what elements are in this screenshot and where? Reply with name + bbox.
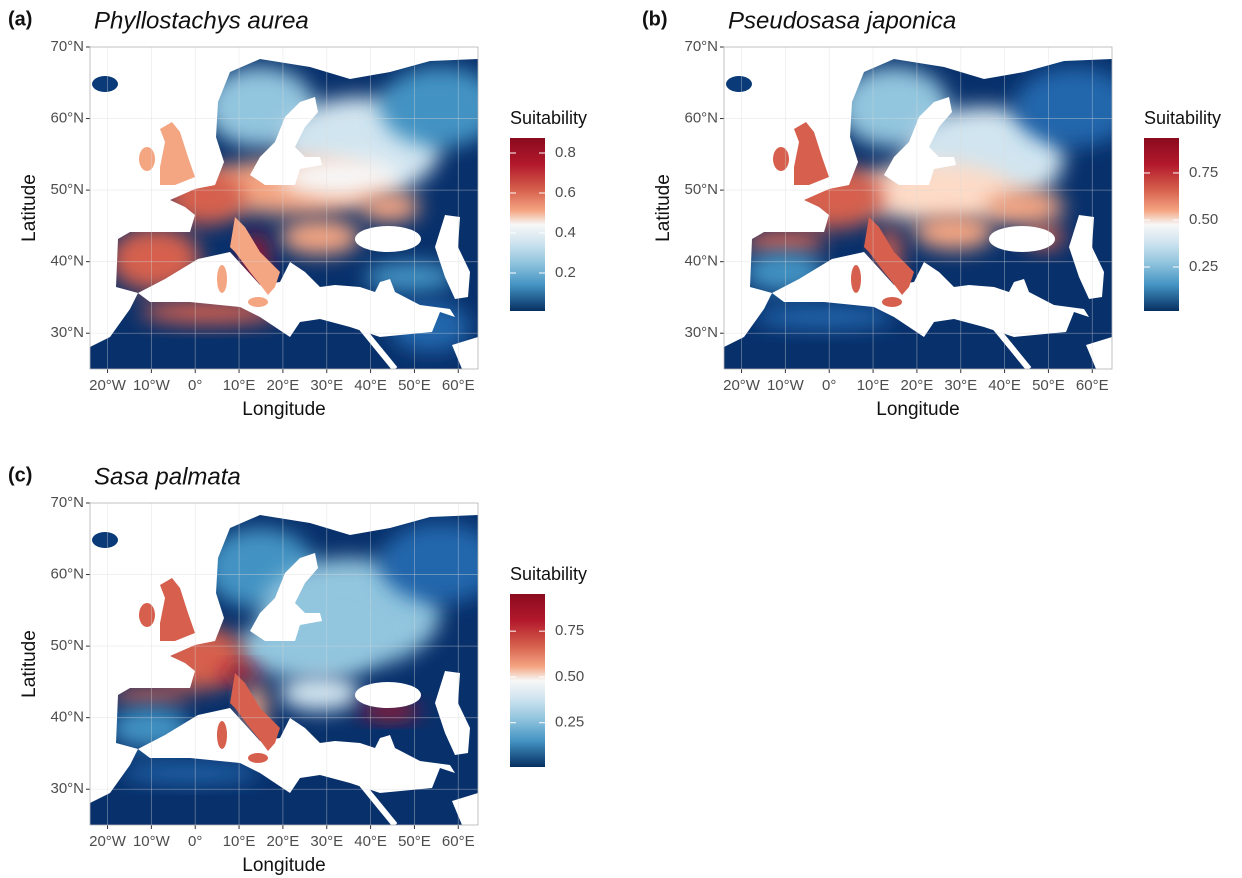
suitability-area (914, 214, 994, 250)
panel-title: Pseudosasa japonica (728, 7, 956, 34)
x-tick-label: 60°E (1076, 377, 1109, 394)
y-axis-title: Latitude (19, 174, 40, 242)
x-tick-label: 30°E (310, 377, 343, 394)
y-tick-label: 70°N (50, 38, 84, 55)
legend-tick-label: 0.75 (1189, 164, 1218, 181)
x-tick-label: 20°E (267, 377, 300, 394)
panel: (b) Pseudosasa japonica 20°W 10°W 0° 10°E 20°E… (642, 7, 1221, 420)
legend-colorbar (1144, 138, 1179, 311)
y-axis-title: Latitude (19, 630, 40, 698)
legend-colorbar (510, 138, 545, 311)
legend-tick-label: 0.8 (555, 144, 576, 161)
x-tick-label: 50°E (398, 377, 431, 394)
y-tick-label: 40°N (684, 253, 718, 270)
figure: (a) Phyllostachys aurea 20°W 10°W 0° 10°E 20°E… (0, 0, 1242, 878)
legend-title: Suitability (510, 108, 587, 128)
legend-tick-label: 0.50 (1189, 211, 1218, 228)
suitability-area (280, 219, 360, 255)
legend-tick-label: 0.25 (1189, 258, 1218, 275)
x-tick-label: 20°W (89, 833, 127, 850)
y-tick-label: 30°N (50, 780, 84, 797)
x-tick-label: 20°E (267, 833, 300, 850)
x-tick-label: 10°E (223, 833, 256, 850)
y-tick-label: 70°N (684, 38, 718, 55)
x-tick-label: 50°E (398, 833, 431, 850)
x-tick-label: 30°E (944, 377, 977, 394)
x-tick-label: 40°E (354, 833, 387, 850)
suitability-area (380, 523, 500, 603)
x-tick-label: 0° (822, 377, 836, 394)
panel-label: (a) (8, 8, 32, 30)
suitability-area (1014, 67, 1134, 147)
y-tick-label: 40°N (50, 709, 84, 726)
suitability-area (380, 67, 500, 147)
y-tick-label: 30°N (50, 324, 84, 341)
legend-tick-label: 0.25 (555, 714, 584, 731)
y-tick-label: 40°N (50, 253, 84, 270)
legend-tick-label: 0.4 (555, 224, 576, 241)
x-axis-title: Longitude (876, 399, 959, 420)
panel-label: (c) (8, 464, 32, 486)
suitability-area (984, 189, 1064, 225)
legend-tick-label: 0.6 (555, 184, 576, 201)
x-tick-label: 40°E (988, 377, 1021, 394)
y-tick-label: 60°N (684, 110, 718, 127)
x-tick-label: 60°E (442, 833, 475, 850)
panel-title: Sasa palmata (94, 463, 241, 490)
y-axis-title: Latitude (653, 174, 674, 242)
panel-label: (b) (642, 8, 668, 30)
x-tick-label: 20°E (901, 377, 934, 394)
x-axis-title: Longitude (242, 399, 325, 420)
y-tick-label: 60°N (50, 566, 84, 583)
y-tick-label: 50°N (50, 181, 84, 198)
x-tick-label: 10°W (767, 377, 805, 394)
x-tick-label: 0° (188, 377, 202, 394)
legend-colorbar (510, 594, 545, 767)
x-tick-label: 30°E (310, 833, 343, 850)
y-tick-label: 50°N (684, 181, 718, 198)
page: {"panels": [ {"label": "(a)", "title": "… (0, 0, 1242, 878)
legend-tick-label: 0.2 (555, 264, 576, 281)
y-tick-label: 70°N (50, 494, 84, 511)
x-tick-label: 20°W (723, 377, 761, 394)
x-tick-label: 0° (188, 833, 202, 850)
legend-tick-label: 0.50 (555, 668, 584, 685)
y-tick-label: 50°N (50, 637, 84, 654)
x-tick-label: 10°W (133, 833, 171, 850)
panel: (c) Sasa palmata 20°W 10°W 0° 10°E 20°E 30°E 40°… (8, 463, 587, 876)
legend-tick-label: 0.75 (555, 622, 584, 639)
y-tick-label: 30°N (684, 324, 718, 341)
panel-title: Phyllostachys aurea (94, 7, 309, 34)
x-tick-label: 20°W (89, 377, 127, 394)
y-tick-label: 60°N (50, 110, 84, 127)
x-tick-label: 10°E (223, 377, 256, 394)
x-tick-label: 10°E (857, 377, 890, 394)
x-tick-label: 60°E (442, 377, 475, 394)
x-tick-label: 10°W (133, 377, 171, 394)
panel: (a) Phyllostachys aurea 20°W 10°W 0° 10°E 20°E… (8, 7, 587, 420)
x-axis-title: Longitude (242, 855, 325, 876)
legend-title: Suitability (510, 564, 587, 584)
suitability-area (360, 192, 420, 222)
x-tick-label: 50°E (1032, 377, 1065, 394)
x-tick-label: 40°E (354, 377, 387, 394)
legend-title: Suitability (1144, 108, 1221, 128)
suitability-area (280, 675, 360, 711)
